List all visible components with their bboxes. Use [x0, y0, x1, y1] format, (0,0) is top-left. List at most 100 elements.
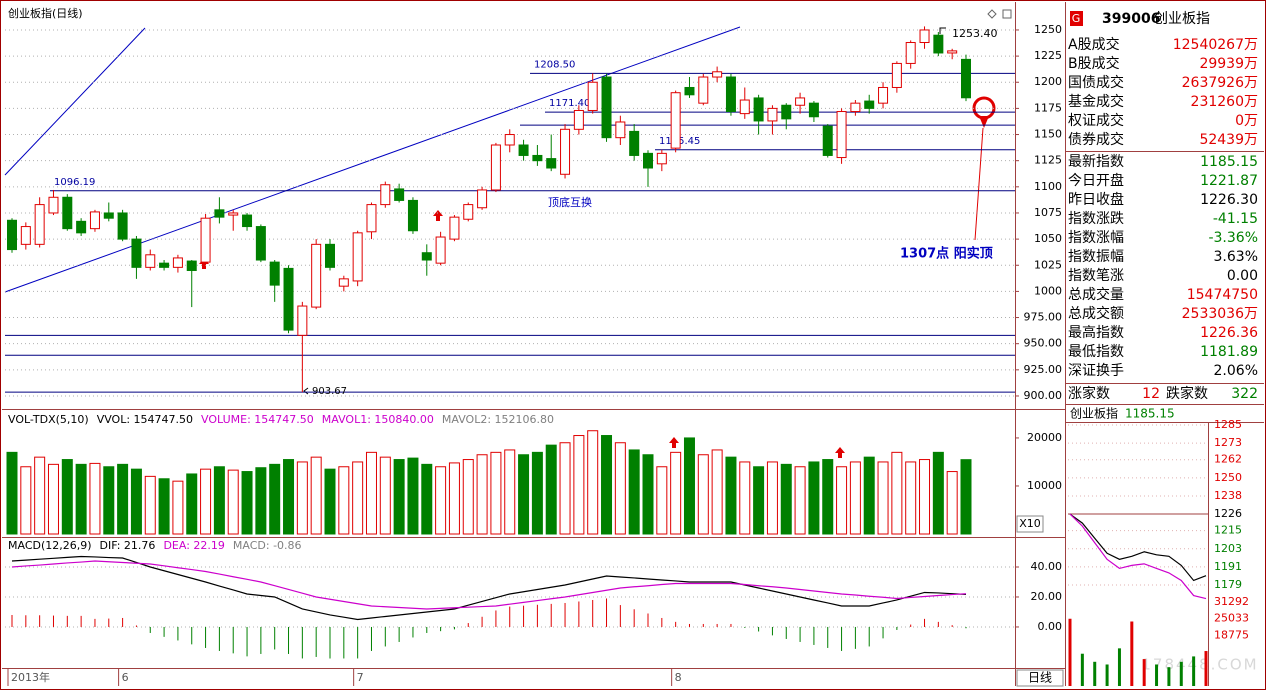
mini-title: 创业板指	[1070, 406, 1118, 421]
volume-bar	[310, 456, 322, 535]
quote-value: 15474750	[1187, 287, 1258, 303]
candle-body	[905, 42, 916, 64]
indicator-label: VOLUME: 154747.50	[201, 413, 314, 426]
candle-body	[490, 144, 501, 191]
y-tick-label: 1285	[1214, 418, 1242, 431]
volume-bar	[117, 463, 129, 535]
period-label[interactable]: 日线	[1028, 671, 1052, 685]
volume-bar	[75, 463, 87, 535]
candle-body	[684, 86, 695, 96]
icon[interactable]	[987, 9, 997, 19]
y-tick-label: 925.00	[1024, 363, 1063, 376]
x-tick-label: 2013年	[11, 670, 50, 684]
candle-body	[283, 267, 294, 331]
candle-body	[20, 226, 31, 245]
volume-bar	[545, 444, 557, 535]
quote-label: 债券成交	[1068, 131, 1124, 148]
volume-bar	[794, 466, 806, 535]
indicator-label: MAVOL2: 152106.80	[442, 413, 554, 426]
indicator-label: DIF: 21.76	[100, 539, 156, 552]
quote-value: 3.63%	[1214, 249, 1258, 265]
volume-bar	[448, 462, 460, 535]
candle-body	[725, 76, 736, 113]
quote-value: 52439万	[1199, 132, 1258, 148]
quote-label: 基金成交	[1068, 93, 1124, 110]
quote-label: 最高指数	[1068, 324, 1124, 341]
volume-bar	[614, 442, 626, 535]
indicator-label: MACD(12,26,9)	[8, 539, 92, 552]
y-tick-label: 10000	[1027, 479, 1062, 492]
y-tick-label: 0.00	[1038, 620, 1063, 633]
volume-bar	[47, 463, 59, 535]
quote-value: 1221.87	[1200, 173, 1258, 189]
candle-body	[656, 152, 667, 165]
candle-body	[518, 144, 529, 156]
volume-bar	[34, 456, 46, 535]
quote-label: 今日开盘	[1068, 172, 1124, 189]
quote-value: 1226.36	[1200, 325, 1258, 341]
volume-bar	[780, 463, 792, 535]
volume-bar	[213, 466, 225, 535]
y2-tick-label: 18775	[1214, 629, 1249, 642]
quote-label: A股成交	[1068, 36, 1120, 53]
candle-body	[421, 252, 432, 261]
volume-bar	[601, 435, 613, 535]
indicator-label: VOL-TDX(5,10)	[8, 413, 89, 426]
candle-body	[172, 257, 183, 268]
volume-bar	[172, 480, 184, 535]
volume-bar	[144, 475, 156, 535]
x-tick-label: 8	[675, 671, 682, 684]
candle-body	[560, 128, 571, 175]
candle-body	[864, 100, 875, 109]
y-tick-label: 1225	[1034, 49, 1062, 62]
breadth-label: 涨家数	[1068, 385, 1110, 402]
indicator-label: MACD: -0.86	[233, 539, 302, 552]
y-tick-label: 1203	[1214, 542, 1242, 555]
candle-body	[739, 99, 750, 115]
volume-bar	[89, 462, 101, 535]
volume-bar	[393, 459, 405, 535]
volume-bar	[753, 466, 765, 535]
candle-body	[34, 204, 45, 245]
candle-body	[380, 184, 391, 206]
icon[interactable]	[1002, 9, 1012, 19]
candle-body	[159, 262, 170, 268]
volume-bar	[905, 461, 917, 535]
candle-body	[338, 278, 349, 287]
volume-bar	[103, 466, 115, 535]
period-button[interactable]	[1016, 669, 1064, 687]
candle-body	[463, 204, 474, 220]
candle-body	[214, 209, 225, 218]
level-label: 903.67	[312, 386, 347, 397]
candle-body	[103, 212, 114, 219]
pointer-line	[974, 127, 984, 241]
name: 创业板指	[1154, 11, 1210, 27]
volume-bar	[697, 454, 709, 535]
y-tick-label: 1262	[1214, 453, 1242, 466]
volume-bar	[227, 469, 239, 535]
candle-body	[808, 102, 819, 118]
quote-value: 2.06%	[1214, 363, 1258, 379]
volume-bar	[269, 463, 281, 535]
x-tick-label: 7	[357, 671, 364, 684]
high-label: 1253.40	[952, 27, 998, 40]
volume-bar	[642, 454, 654, 535]
candle-body	[449, 216, 460, 240]
candle-body	[822, 125, 833, 156]
low-marker	[303, 387, 309, 395]
quote-label: 最新指数	[1068, 154, 1124, 170]
volume-bar	[863, 456, 875, 535]
candle-body	[878, 86, 889, 104]
quote-label: 指数振幅	[1068, 249, 1124, 265]
candle-body	[753, 97, 764, 122]
line-series	[11, 560, 967, 610]
volume-bar	[739, 461, 751, 535]
y2-tick-label: 31292	[1214, 595, 1249, 608]
volume-bar	[407, 457, 419, 535]
y-tick-label: 1179	[1214, 578, 1242, 591]
y-tick-label: 1000	[1034, 284, 1062, 297]
line-series	[1069, 513, 1207, 600]
candle-body	[89, 211, 100, 230]
